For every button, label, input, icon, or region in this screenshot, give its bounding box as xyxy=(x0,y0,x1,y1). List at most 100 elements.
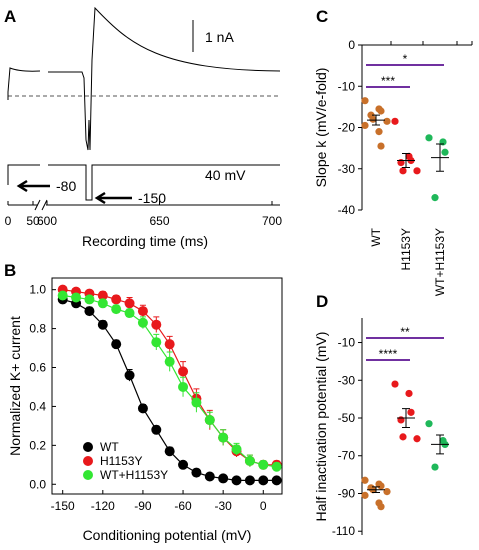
data-point xyxy=(84,306,95,317)
data-point xyxy=(111,294,122,305)
y-tick-label: -50 xyxy=(338,411,356,425)
data-point xyxy=(258,475,269,486)
data-point xyxy=(383,488,391,496)
data-point xyxy=(407,408,415,416)
significance-label: *** xyxy=(381,74,395,88)
category-label: WT xyxy=(369,227,383,246)
data-point xyxy=(375,128,383,136)
data-point xyxy=(97,298,108,309)
data-point xyxy=(151,319,162,330)
voltage-protocol xyxy=(7,164,280,201)
panel-a: A 1 nA -80 -150 40 mV Recording time (ms… xyxy=(4,6,281,249)
data-point xyxy=(258,459,269,470)
error-bar xyxy=(436,434,444,455)
y-tick-label: 1.0 xyxy=(29,283,46,297)
arrow xyxy=(16,179,50,193)
data-point xyxy=(431,194,439,202)
hold-label: -80 xyxy=(56,178,76,194)
data-point xyxy=(361,491,369,499)
error-bar xyxy=(436,143,444,172)
data-point xyxy=(178,366,189,377)
x-tick-label: 50 xyxy=(26,214,40,228)
data-point xyxy=(231,444,242,455)
data-point xyxy=(377,503,385,511)
x-tick-label: 700 xyxy=(262,214,282,228)
current-trace xyxy=(7,6,281,151)
y-tick-label: -20 xyxy=(338,121,356,135)
error-bar xyxy=(402,152,410,169)
x-tick-label: -90 xyxy=(134,499,152,513)
data-point xyxy=(377,482,385,490)
data-point xyxy=(391,380,399,388)
y-tick-label: -40 xyxy=(338,203,356,217)
legend-marker xyxy=(83,470,93,480)
x-tick-label: 0 xyxy=(260,499,267,513)
plot-frame xyxy=(51,277,283,495)
x-tick-label: -30 xyxy=(214,499,232,513)
y-axis-label: Normalized K+ current xyxy=(7,316,23,456)
data-point xyxy=(151,424,162,435)
x-tick-label: 0 xyxy=(5,214,12,228)
x-tick-label: 600 xyxy=(37,214,57,228)
x-axis-label: Recording time (ms) xyxy=(82,233,208,249)
y-tick-label: 0.8 xyxy=(29,322,46,336)
x-tick-label: 650 xyxy=(149,214,169,228)
data-point xyxy=(111,304,122,315)
data-point xyxy=(137,306,148,317)
data-point xyxy=(97,290,108,301)
y-tick-label: -10 xyxy=(338,79,356,93)
legend-label: H1153Y xyxy=(100,454,142,468)
data-point xyxy=(271,461,282,472)
category-label: WT+H1153Y xyxy=(433,228,447,296)
data-point xyxy=(204,471,215,482)
panel-label: B xyxy=(4,261,16,280)
y-tick-label: -70 xyxy=(338,449,356,463)
y-axis-label: Half inactivation potential (mV) xyxy=(313,332,329,522)
data-point xyxy=(124,308,135,319)
arrow xyxy=(94,191,132,205)
data-point xyxy=(413,167,421,175)
data-point xyxy=(361,476,369,484)
legend-label: WT xyxy=(100,440,119,454)
significance-label: * xyxy=(403,52,408,66)
data-point xyxy=(204,415,215,426)
y-tick-label: 0.6 xyxy=(29,361,46,375)
data-point xyxy=(97,319,108,330)
data-point xyxy=(124,298,135,309)
data-point xyxy=(124,370,135,381)
data-point xyxy=(405,389,413,398)
data-point xyxy=(57,290,68,301)
y-tick-label: -110 xyxy=(332,524,355,538)
data-point xyxy=(164,339,175,350)
data-point xyxy=(191,467,202,478)
data-point xyxy=(413,435,421,443)
fit-line xyxy=(62,294,277,468)
step-label: -150 xyxy=(138,190,166,206)
x-tick-label: -150 xyxy=(51,499,75,513)
y-tick-label: 0.0 xyxy=(29,477,46,491)
significance-label: ** xyxy=(400,325,410,339)
data-point xyxy=(431,463,439,471)
y-tick-label: -30 xyxy=(338,162,356,176)
x-tick-label: -120 xyxy=(91,499,115,513)
y-tick-label: 0 xyxy=(348,38,355,52)
error-bar xyxy=(372,486,380,494)
significance-label: **** xyxy=(379,347,398,361)
legend-marker xyxy=(83,442,93,452)
data-point xyxy=(164,356,175,367)
data-point xyxy=(111,339,122,350)
data-point xyxy=(399,167,407,175)
y-axis-label: Slope k (mV/e-fold) xyxy=(313,68,329,188)
axis-break xyxy=(34,199,48,211)
panel-label: D xyxy=(316,292,328,311)
y-tick-label: -90 xyxy=(338,486,356,500)
data-point xyxy=(383,117,391,125)
data-point xyxy=(361,121,369,130)
data-point xyxy=(151,337,162,348)
data-point xyxy=(271,475,282,486)
legend-label: WT+H1153Y xyxy=(100,468,168,482)
data-point xyxy=(441,148,449,156)
y-tick-label: -30 xyxy=(338,373,356,387)
data-point xyxy=(244,475,255,486)
